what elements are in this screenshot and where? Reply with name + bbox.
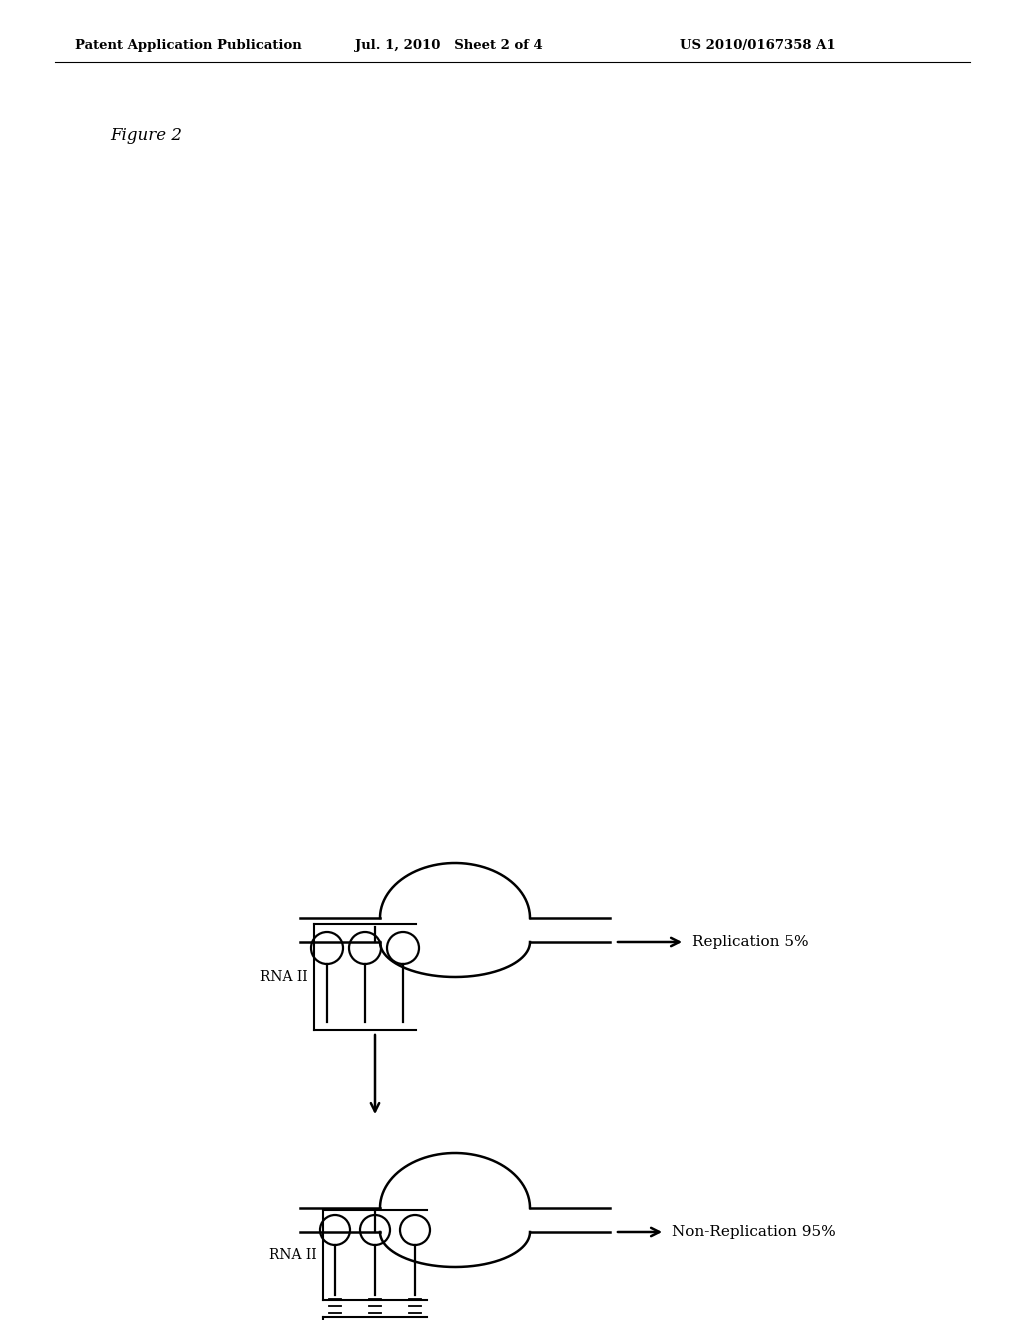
Text: RNA II: RNA II	[269, 1247, 317, 1262]
Text: US 2010/0167358 A1: US 2010/0167358 A1	[680, 38, 836, 51]
Text: Non-Replication 95%: Non-Replication 95%	[672, 1225, 836, 1239]
Text: Replication 5%: Replication 5%	[692, 935, 809, 949]
Text: Jul. 1, 2010   Sheet 2 of 4: Jul. 1, 2010 Sheet 2 of 4	[355, 38, 543, 51]
Text: Figure 2: Figure 2	[110, 127, 182, 144]
Text: RNA II: RNA II	[260, 970, 308, 983]
Text: Patent Application Publication: Patent Application Publication	[75, 38, 302, 51]
